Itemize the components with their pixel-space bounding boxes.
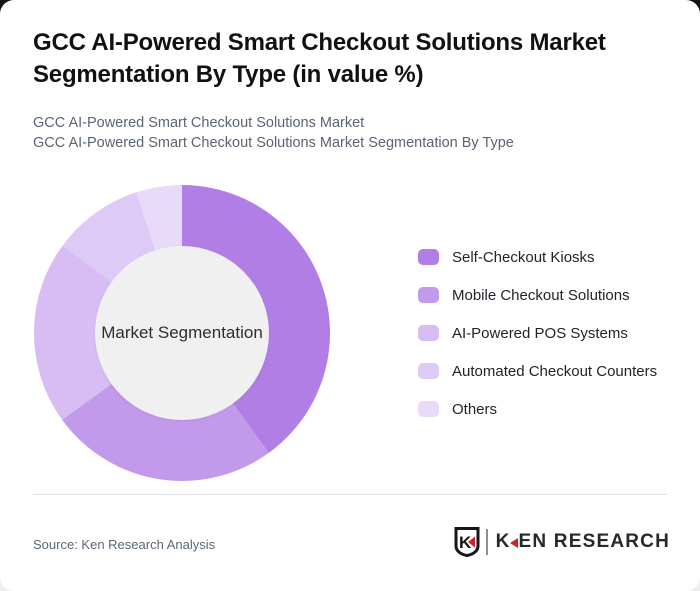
subtitle-line-1: GCC AI-Powered Smart Checkout Solutions … <box>33 115 365 131</box>
donut-center-label: Market Segmentation <box>101 323 263 342</box>
subtitle-line-2: GCC AI-Powered Smart Checkout Solutions … <box>33 135 514 151</box>
legend-item: Mobile Checkout Solutions <box>418 286 657 304</box>
legend-item: Self-Checkout Kiosks <box>418 248 657 266</box>
footer-divider <box>33 494 667 495</box>
legend-swatch <box>418 249 439 265</box>
legend-label: AI-Powered POS Systems <box>452 324 628 342</box>
legend-swatch <box>418 287 439 303</box>
brand-name: K EN RESEARCH <box>496 531 670 553</box>
legend-swatch <box>418 401 439 417</box>
brand-logo: K K EN RESEARCH <box>454 527 670 557</box>
legend: Self-Checkout Kiosks Mobile Checkout Sol… <box>418 249 657 439</box>
legend-label: Mobile Checkout Solutions <box>452 286 630 304</box>
svg-text:K: K <box>459 533 472 552</box>
page-title: GCC AI-Powered Smart Checkout Solutions … <box>33 29 606 88</box>
legend-label: Automated Checkout Counters <box>452 362 658 380</box>
legend-label: Others <box>452 400 498 418</box>
brand-divider <box>485 529 488 555</box>
legend-label: Self-Checkout Kiosks <box>452 248 595 266</box>
donut-hole: Market Segmentation <box>95 246 269 420</box>
brand-name-k: K <box>495 531 511 552</box>
donut-chart: Market Segmentation <box>34 185 330 481</box>
brand-red-arrow-icon <box>509 537 518 548</box>
legend-item: AI-Powered POS Systems <box>418 324 657 342</box>
ken-research-shield-icon: K <box>454 527 480 557</box>
legend-swatch <box>418 325 439 341</box>
legend-item: Automated Checkout Counters <box>418 362 658 380</box>
brand-name-rest: EN RESEARCH <box>518 531 670 552</box>
legend-swatch <box>418 363 439 379</box>
legend-item: Others <box>418 400 657 418</box>
source-note: Source: Ken Research Analysis <box>33 537 216 552</box>
subtitle-block: GCC AI-Powered Smart Checkout Solutions … <box>33 113 514 153</box>
